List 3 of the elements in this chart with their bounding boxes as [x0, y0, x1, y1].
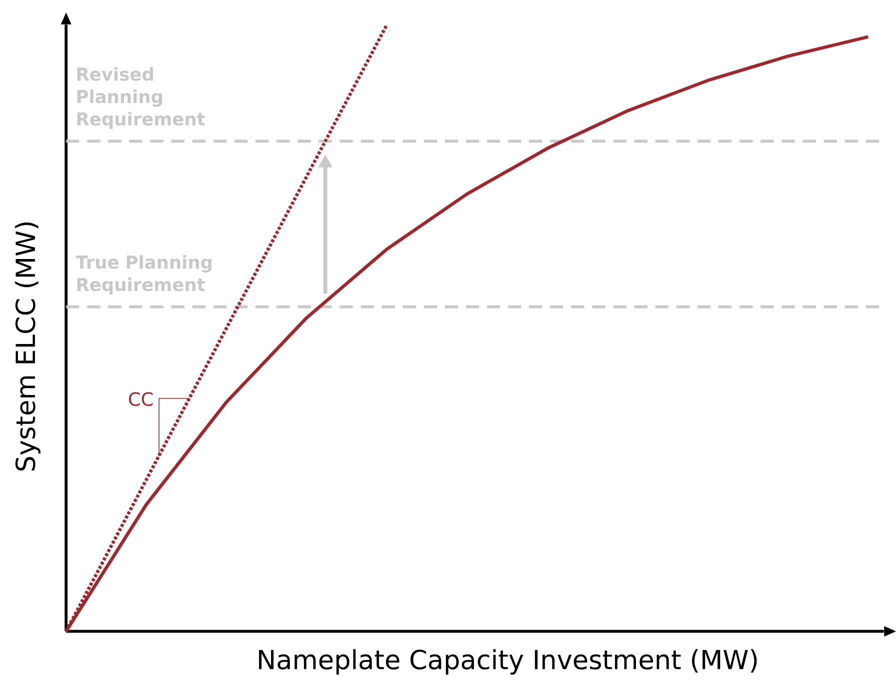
annotation: CC — [129, 392, 153, 406]
x-axis-title: Nameplate Capacity Investment (MW) — [259, 649, 757, 675]
y-axis-title: System ELCC (MW) — [14, 222, 40, 471]
